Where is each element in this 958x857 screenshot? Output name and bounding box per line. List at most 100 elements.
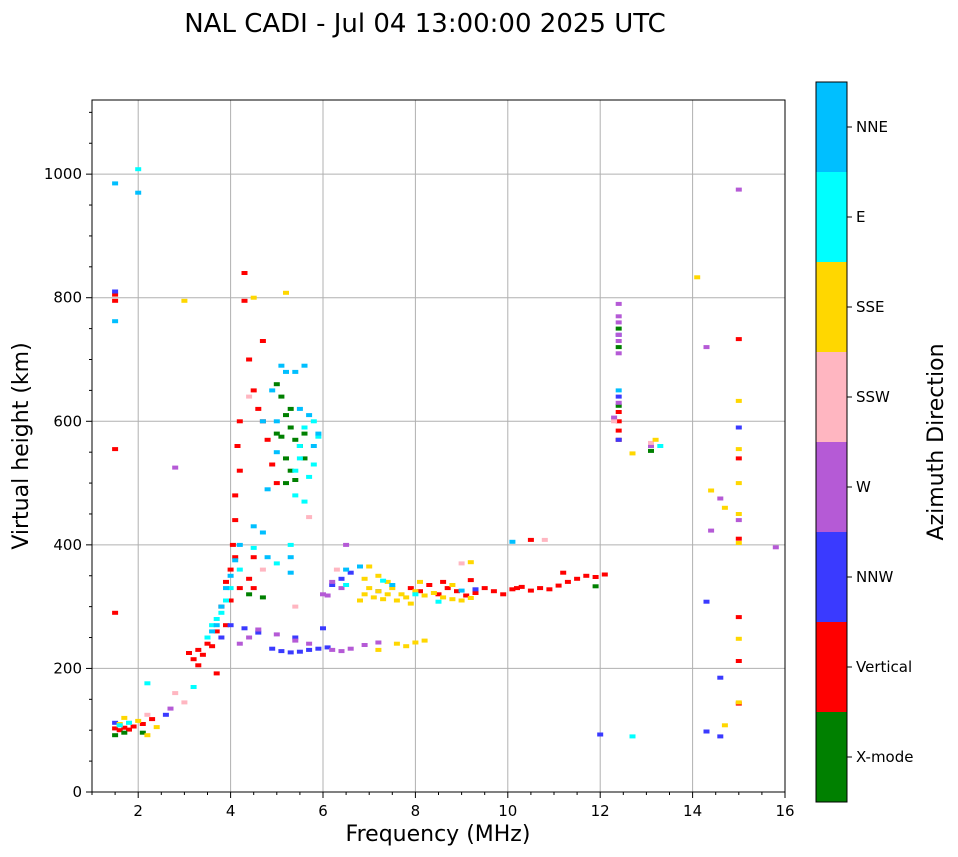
data-point-vertical	[190, 657, 197, 662]
data-point-nne	[259, 419, 266, 424]
grid	[92, 100, 785, 792]
data-point-sse	[153, 725, 160, 730]
data-point-sse	[652, 437, 659, 442]
data-point-vertical	[583, 573, 590, 578]
data-point-e	[236, 567, 243, 572]
data-point-vertical	[472, 591, 479, 595]
data-point-vertical	[564, 579, 571, 584]
data-point-e	[657, 444, 664, 448]
data-point-vertical	[130, 724, 137, 729]
data-point-vertical	[560, 570, 567, 575]
data-point-vertical	[241, 271, 248, 275]
data-point-nnw	[278, 649, 285, 654]
data-point-sse	[467, 560, 474, 565]
data-point-vertical	[440, 579, 447, 584]
data-point-w	[615, 320, 622, 325]
x-tick-label: 12	[591, 802, 610, 820]
data-point-w	[615, 339, 622, 343]
data-point-vertical	[615, 410, 622, 414]
data-point-e	[380, 578, 387, 583]
data-point-x-mode	[278, 434, 285, 439]
data-point-vertical	[467, 578, 474, 583]
data-point-vertical	[500, 592, 507, 597]
data-point-vertical	[426, 583, 433, 587]
x-tick-label: 2	[133, 802, 143, 820]
data-point-sse	[384, 592, 391, 597]
data-point-nnw	[324, 645, 331, 650]
data-point-vertical	[209, 644, 216, 649]
data-point-w	[717, 496, 724, 501]
data-point-sse	[380, 597, 387, 602]
data-point-vertical	[227, 598, 234, 603]
data-point-vertical	[490, 589, 497, 594]
x-tick-label: 4	[226, 802, 236, 820]
data-point-x-mode	[112, 733, 119, 738]
data-point-nne	[292, 369, 299, 374]
data-point-e	[209, 623, 216, 628]
data-point-x-mode	[278, 394, 285, 399]
data-point-nnw	[162, 712, 169, 717]
data-point-vertical	[555, 583, 562, 588]
data-point-vertical	[232, 493, 239, 498]
colorbar-title: Azimuth Direction	[924, 343, 949, 540]
y-tick-label: 600	[53, 412, 82, 430]
data-point-vertical	[250, 586, 257, 591]
data-point-e	[292, 493, 299, 498]
data-point-nnw	[347, 570, 354, 575]
data-point-e	[412, 592, 419, 597]
data-point-vertical	[407, 586, 414, 591]
data-point-w	[329, 579, 336, 584]
data-point-vertical	[264, 437, 271, 442]
data-point-w	[615, 314, 622, 319]
data-point-ssw	[648, 440, 654, 445]
data-point-e	[144, 681, 151, 686]
data-point-vertical	[112, 447, 119, 452]
data-point-nne	[306, 413, 313, 418]
data-point-sse	[421, 638, 428, 643]
data-point-sse	[629, 451, 636, 456]
colorbar-label: X-mode	[856, 748, 913, 766]
data-point-vertical	[454, 589, 460, 594]
data-point-x-mode	[287, 425, 294, 430]
data-point-x-mode	[287, 406, 294, 411]
colorbar-segment	[816, 532, 847, 622]
y-tick-label: 200	[53, 659, 82, 677]
data-point-e	[223, 598, 229, 603]
data-point-e	[227, 586, 234, 591]
data-point-vertical	[481, 586, 488, 591]
data-point-vertical	[735, 337, 742, 342]
data-point-sse	[467, 596, 474, 600]
data-point-w	[338, 586, 345, 591]
colorbar-label: NNW	[856, 568, 893, 586]
data-point-vertical	[126, 727, 132, 732]
data-point-vertical	[232, 555, 239, 560]
data-point-w	[255, 627, 262, 632]
data-point-e	[629, 734, 636, 739]
data-point-w	[306, 641, 313, 646]
data-point-vertical	[273, 481, 280, 486]
data-point-x-mode	[273, 431, 280, 436]
data-point-nnw	[329, 583, 336, 587]
data-point-vertical	[112, 292, 119, 297]
data-point-vertical	[195, 663, 202, 668]
colorbar-label: NNE	[856, 118, 888, 136]
data-point-e	[190, 685, 197, 689]
data-point-nne	[283, 369, 289, 374]
data-point-sse	[721, 723, 728, 728]
data-point-ssw	[306, 515, 313, 520]
data-point-sse	[735, 398, 742, 403]
data-point-vertical	[116, 728, 123, 733]
data-point-nnw	[703, 599, 710, 604]
data-point-nne	[250, 524, 257, 529]
data-point-nne	[264, 487, 271, 492]
data-point-e	[135, 167, 142, 172]
data-point-vertical	[463, 593, 470, 598]
data-point-nnw	[338, 576, 345, 581]
data-point-vertical	[592, 575, 599, 579]
data-point-x-mode	[648, 448, 654, 453]
data-point-sse	[412, 640, 419, 645]
data-point-vertical	[250, 555, 257, 560]
data-point-vertical	[246, 357, 253, 362]
data-point-sse	[250, 295, 257, 300]
data-point-x-mode	[273, 382, 280, 387]
